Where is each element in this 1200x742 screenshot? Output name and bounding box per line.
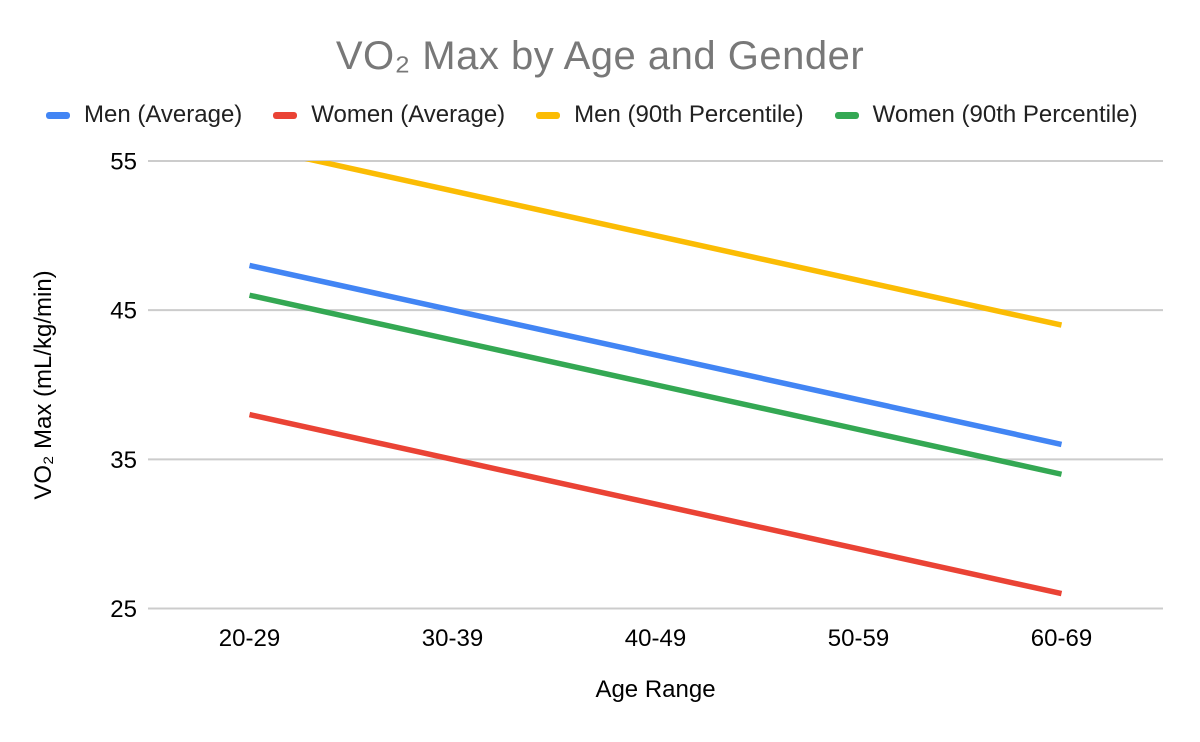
y-tick-label: 25: [110, 596, 137, 623]
legend-label: Women (90th Percentile): [872, 101, 1138, 128]
x-tick-label: 60-69: [1031, 625, 1092, 652]
x-tick-label: 50-59: [828, 625, 889, 652]
legend-label: Men (90th Percentile): [574, 101, 804, 128]
legend-swatch-icon: [46, 111, 70, 119]
legend-item-women-90th-percentile: Women (90th Percentile): [834, 101, 1138, 129]
legend-item-men-average: Men (Average): [46, 101, 242, 129]
legend-swatch-icon: [273, 111, 298, 119]
series-line: [248, 292, 1063, 477]
legend-item-men-90th-percentile: Men (90th Percentile): [536, 101, 804, 129]
chart-title: VO₂ Max by Age and Gender: [335, 34, 865, 78]
legend: Men (Average) Women (Average) Men (90th …: [46, 101, 1138, 129]
x-tick-label: 20-29: [219, 625, 280, 652]
legend-label: Women (Average): [311, 101, 506, 128]
x-tick-label: 40-49: [625, 625, 686, 652]
legend-item-women-average: Women (Average): [273, 101, 505, 129]
legend-swatch-icon: [536, 111, 561, 119]
y-axis-title: VO₂ Max (mL/kg/min): [30, 270, 57, 500]
y-tick-label: 45: [110, 298, 137, 325]
legend-swatch-icon: [834, 111, 859, 119]
y-tick-label: 55: [110, 149, 137, 176]
x-tick-label: 30-39: [422, 625, 483, 652]
x-axis-title: Age Range: [595, 676, 716, 703]
series-line: [304, 161, 1063, 328]
y-tick-label: 35: [110, 447, 137, 474]
legend-label: Men (Average): [84, 101, 243, 128]
series-line: [248, 262, 1063, 448]
series-line: [248, 411, 1063, 597]
